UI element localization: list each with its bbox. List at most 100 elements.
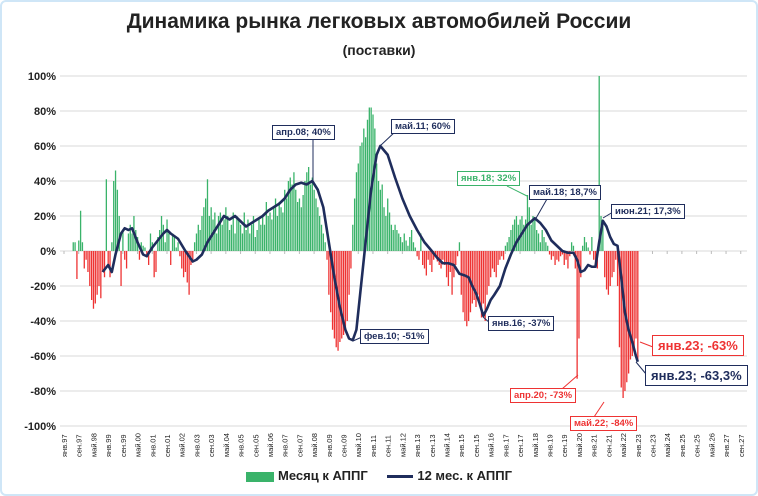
y-tick-label: 60% xyxy=(34,141,56,153)
bar-month xyxy=(495,251,497,278)
bar-month xyxy=(366,119,369,251)
x-tick-label: янв.99 xyxy=(104,434,113,457)
bar-month xyxy=(602,221,604,251)
bar-month xyxy=(274,198,277,251)
bar-month xyxy=(120,251,122,286)
bar-month xyxy=(364,137,367,251)
bar-month xyxy=(387,198,389,251)
bar-month xyxy=(230,224,233,251)
x-tick-label: май.02 xyxy=(178,433,187,457)
bar-month xyxy=(160,216,163,251)
bar-month xyxy=(171,233,174,251)
annotation-jan18: янв.18; 32% xyxy=(457,171,521,186)
annotation-may11: май.11; 60% xyxy=(391,119,455,134)
annotation-leader xyxy=(635,361,647,375)
bar-month xyxy=(460,251,462,295)
bar-month xyxy=(217,216,220,251)
bar-month xyxy=(455,251,457,265)
bar-month xyxy=(300,207,302,251)
bar-month xyxy=(173,237,176,251)
annotation-leader xyxy=(561,374,579,390)
bar-month xyxy=(416,251,418,257)
bar-month xyxy=(620,251,622,388)
bar-month xyxy=(394,224,396,251)
bar-month xyxy=(609,251,611,286)
bar-month xyxy=(504,245,507,251)
bar-month xyxy=(322,233,324,251)
x-tick-label: янв.25 xyxy=(678,434,687,457)
bar-month xyxy=(206,179,209,251)
bar-month xyxy=(361,142,363,251)
x-tick-label: янв.07 xyxy=(281,434,290,457)
annotation-may18: май.18; 18,7% xyxy=(529,185,601,200)
bar-month xyxy=(184,251,187,272)
bar-month xyxy=(412,242,415,251)
bar-month xyxy=(166,219,168,251)
bar-month xyxy=(149,233,152,251)
x-tick-label: сен.13 xyxy=(428,435,437,458)
annotation-leader xyxy=(639,341,654,348)
bar-month xyxy=(159,230,161,251)
bar-month xyxy=(138,251,141,260)
bar-month xyxy=(170,251,172,265)
bar-month xyxy=(479,251,481,304)
bar-month xyxy=(506,242,508,251)
x-tick-label: янв.01 xyxy=(148,434,157,457)
annotation-jan23-month: янв.23; -63% xyxy=(652,335,744,356)
bar-month xyxy=(293,172,295,251)
x-tick-label: сен.15 xyxy=(472,435,481,458)
bar-month xyxy=(239,224,242,251)
bar-month xyxy=(466,251,468,327)
bar-month xyxy=(155,251,157,272)
bar-month xyxy=(195,233,198,251)
bar-month xyxy=(447,251,450,286)
x-tick-label: май.26 xyxy=(707,433,716,457)
bar-month xyxy=(554,251,556,265)
x-tick-label: сен.27 xyxy=(737,435,746,458)
legend-label-12m: 12 мес. к АППГ xyxy=(417,468,512,483)
bar-month xyxy=(181,251,183,269)
bar-month xyxy=(109,251,111,278)
bar-month xyxy=(635,251,637,339)
bar-month xyxy=(637,251,639,362)
bar-month xyxy=(510,230,512,251)
bar-month xyxy=(381,184,383,251)
bar-month xyxy=(392,230,394,251)
bar-month xyxy=(232,212,234,251)
annotation-jan23-12m: янв.23; -63,3% xyxy=(645,365,748,386)
bar-month xyxy=(131,233,133,251)
bar-month xyxy=(629,251,632,360)
bar-month xyxy=(263,224,266,251)
x-tick-label: сен.17 xyxy=(516,435,525,458)
bar-month xyxy=(89,251,91,286)
bar-month xyxy=(464,251,466,321)
bar-month xyxy=(523,224,525,251)
x-tick-label: сен.07 xyxy=(295,435,304,458)
x-tick-label: сен.97 xyxy=(75,435,84,458)
bar-month xyxy=(258,219,260,251)
bar-month xyxy=(79,210,82,251)
bar-month xyxy=(285,198,288,251)
bar-month xyxy=(221,224,223,251)
bar-month xyxy=(241,233,244,251)
annotation-apr20: апр.20; -73% xyxy=(510,388,577,403)
bar-month xyxy=(427,251,429,260)
bar-month xyxy=(245,230,247,251)
x-tick-label: янв.23 xyxy=(634,434,643,457)
bar-month xyxy=(179,251,181,257)
bar-month xyxy=(442,251,444,260)
x-tick-label: май.08 xyxy=(310,433,319,457)
bar-month xyxy=(324,242,326,251)
bar-month xyxy=(249,233,251,251)
x-tick-label: янв.05 xyxy=(237,434,246,457)
annotation-apr08: апр.08; 40% xyxy=(272,125,335,140)
bar-month xyxy=(282,212,284,251)
bar-month xyxy=(352,224,354,251)
x-tick-label: янв.21 xyxy=(590,434,599,457)
x-tick-label: янв.17 xyxy=(501,434,510,457)
bar-month xyxy=(182,251,185,278)
bar-month xyxy=(585,242,587,251)
x-tick-label: сен.05 xyxy=(251,435,260,458)
bar-month xyxy=(405,240,407,251)
bar-month xyxy=(177,242,179,251)
